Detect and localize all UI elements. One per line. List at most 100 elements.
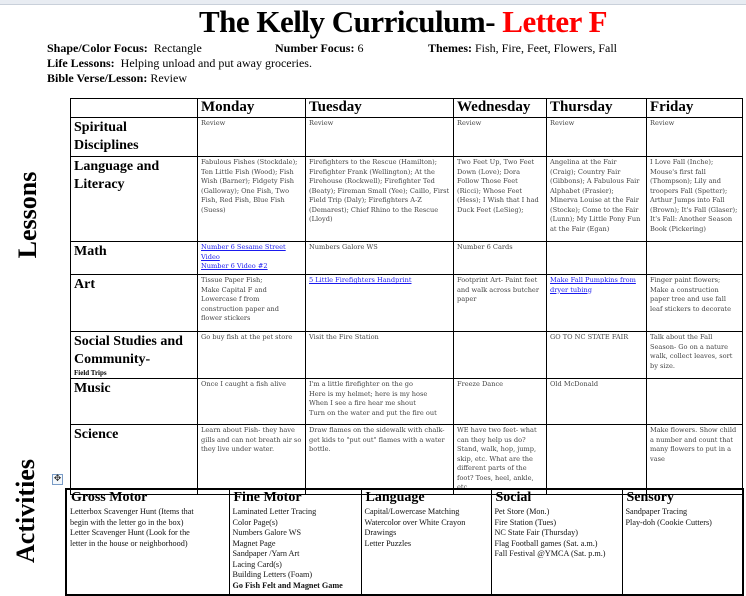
shape-focus: Shape/Color Focus: Rectangle — [47, 41, 202, 56]
list-item: Watercolor over White Crayon — [364, 517, 466, 527]
number-label: Number Focus: — [275, 41, 355, 55]
activities-body-row: Letterbox Scavenger Hunt (Items that beg… — [65, 506, 744, 596]
cell: Review — [546, 117, 647, 157]
row-label: Language and Literacy — [70, 156, 198, 242]
bible-label: Bible Verse/Lesson: — [47, 71, 148, 85]
list-item: Color Page(s) — [232, 517, 278, 527]
side-label-lessons: Lessons — [13, 171, 42, 259]
list-item: Building Letters (Foam) — [232, 570, 313, 579]
day-header: Monday — [197, 98, 306, 118]
row-sublabel: Field Trips — [74, 369, 107, 377]
shape-label: Shape/Color Focus: — [47, 41, 148, 55]
number-value: 6 — [357, 41, 364, 55]
activity-heading: Language — [360, 488, 492, 506]
cell: I'm a little firefighter on the go Here … — [305, 378, 454, 425]
link-fall-pumpkins[interactable]: Make Fall Pumpkins from dryer tubing — [550, 276, 636, 294]
sensory-list: Sandpaper Tracing Play-doh (Cookie Cutte… — [621, 506, 744, 596]
ruler — [0, 0, 746, 5]
activity-heading: Social — [490, 488, 623, 506]
cell: Review — [646, 117, 743, 157]
day-header: Thursday — [546, 98, 647, 118]
list-item: Capital/Lowercase Matching — [364, 507, 460, 516]
title-letter: Letter F — [502, 4, 608, 39]
side-label-activities: Activities — [11, 459, 40, 563]
shape-value: Rectangle — [153, 41, 202, 55]
cell: Number 6 Sesame Street Video Number 6 Vid… — [197, 241, 306, 275]
link-firefighters-handprint[interactable]: 5 Little Firefighters Handprint — [309, 276, 412, 284]
cell: Learn about Fish- they have gills and ca… — [197, 424, 306, 495]
row-label: Science — [70, 424, 198, 495]
table-row: Social Studies and Community- Field Trips… — [70, 331, 743, 379]
cell: Make flowers. Show child a number and co… — [646, 424, 743, 495]
life-lessons: Life Lessons: Helping unload and put awa… — [47, 56, 312, 71]
cell: Make Fall Pumpkins from dryer tubing — [546, 274, 647, 332]
row-label: Music — [70, 378, 198, 425]
list-item: Letter Scavenger Hunt (Look for the — [70, 528, 190, 537]
cell: Visit the Fire Station — [305, 331, 454, 379]
cell: Finger paint flowers; Make a constructio… — [646, 274, 743, 332]
themes-value: Fish, Fire, Feet, Flowers, Fall — [475, 41, 618, 55]
cell: Review — [453, 117, 547, 157]
life-value: Helping unload and put away groceries. — [120, 56, 312, 70]
list-item: Flag Football games (Sat. a.m.) — [494, 538, 598, 548]
list-item: Letter Puzzles — [364, 538, 412, 548]
corner-cell — [70, 98, 198, 118]
list-item: Sandpaper /Yarn Art — [232, 549, 300, 558]
list-item: Numbers Galore WS — [232, 528, 302, 537]
cell: GO TO NC STATE FAIR — [546, 331, 647, 379]
cell: Talk about the Fall Season- Go on a natu… — [646, 331, 743, 379]
table-row: Spiritual Disciplines Review Review Revi… — [70, 117, 743, 157]
header-row: Monday Tuesday Wednesday Thursday Friday — [70, 98, 743, 118]
list-item: NC State Fair (Thursday) — [494, 528, 578, 537]
list-item: Laminated Letter Tracing — [232, 507, 317, 516]
fine-motor-list: Laminated Letter Tracing Color Page(s) N… — [228, 506, 362, 596]
list-item: Sandpaper Tracing — [625, 507, 688, 516]
cell: Go buy fish at the pet store — [197, 331, 306, 379]
cell: Review — [197, 117, 306, 157]
cell: I Love Fall (Inche); Mouse's first fall … — [646, 156, 743, 242]
table-row: Math Number 6 Sesame Street Video Number … — [70, 241, 743, 275]
activities-table: Gross Motor Fine Motor Language Social S… — [65, 488, 744, 596]
themes: Themes: Fish, Fire, Feet, Flowers, Fall — [428, 41, 617, 56]
lessons-table: Monday Tuesday Wednesday Thursday Friday… — [70, 98, 743, 495]
bible-verse: Bible Verse/Lesson: Review — [47, 71, 187, 86]
life-label: Life Lessons: — [47, 56, 115, 70]
table-row: Science Learn about Fish- they have gill… — [70, 424, 743, 495]
cell: Draw flames on the sidewalk with chalk- … — [305, 424, 454, 495]
activities-header-row: Gross Motor Fine Motor Language Social S… — [65, 488, 744, 506]
cell: Firefighters to the Rescue (Hamilton); F… — [305, 156, 454, 242]
list-item: Go Fish Felt and Magnet Game — [232, 580, 343, 590]
list-item: begin with the letter go in the box) — [70, 517, 184, 527]
table-move-handle-icon[interactable]: ✥ — [52, 474, 63, 485]
cell — [546, 424, 647, 495]
cell — [646, 378, 743, 425]
cell: Angelina at the Fair (Craig); Country Fa… — [546, 156, 647, 242]
row-label: Social Studies and Community- Field Trips — [70, 331, 198, 379]
activity-heading: Sensory — [621, 488, 744, 506]
list-item: Fire Station (Tues) — [494, 517, 557, 527]
language-list: Capital/Lowercase Matching Watercolor ov… — [360, 506, 492, 596]
list-item: Pet Store (Mon.) — [494, 507, 550, 516]
cell: Two Feet Up, Two Feet Down (Love); Dora … — [453, 156, 547, 242]
cell: WE have two feet- what can they help us … — [453, 424, 547, 495]
gross-motor-list: Letterbox Scavenger Hunt (Items that beg… — [65, 506, 230, 596]
page-title: The Kelly Curriculum- Letter F — [0, 4, 746, 40]
cell: Review — [305, 117, 454, 157]
activity-heading: Fine Motor — [228, 488, 362, 506]
list-item: Play-doh (Cookie Cutters) — [625, 517, 712, 527]
day-header: Wednesday — [453, 98, 547, 118]
link-number-6-video-2[interactable]: Number 6 Video #2 — [201, 262, 268, 270]
cell: Once I caught a fish alive — [197, 378, 306, 425]
day-header: Friday — [646, 98, 743, 118]
themes-label: Themes: — [428, 41, 472, 55]
bible-value: Review — [150, 71, 187, 85]
cell: Number 6 Cards — [453, 241, 547, 275]
table-row: Art Tissue Paper Fish; Make Capital F an… — [70, 274, 743, 332]
row-label: Art — [70, 274, 198, 332]
table-row: Music Once I caught a fish alive I'm a l… — [70, 378, 743, 425]
cell — [646, 241, 743, 275]
list-item: letter in the house or neighborhood) — [70, 538, 188, 548]
cell: Footprint Art- Paint feet and walk acros… — [453, 274, 547, 332]
link-sesame-street-video[interactable]: Number 6 Sesame Street Video — [201, 243, 286, 261]
row-label-text: Social Studies and Community- — [74, 334, 183, 367]
